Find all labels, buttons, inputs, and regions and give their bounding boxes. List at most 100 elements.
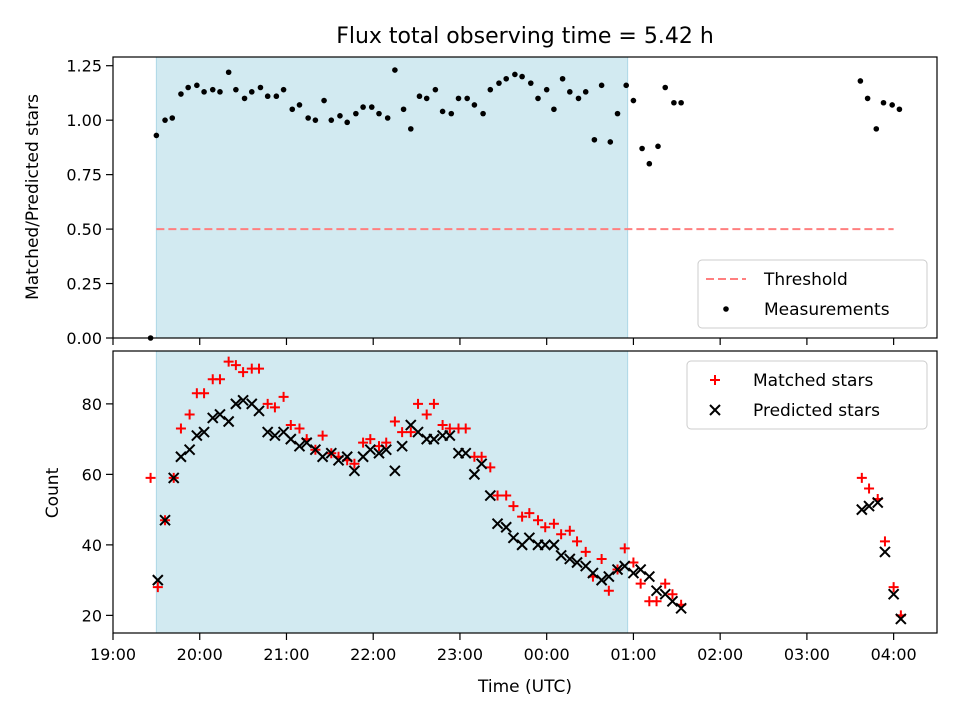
top-axes-frame (112, 56, 938, 339)
predicted-star-point (198, 426, 210, 438)
predicted-star-point (293, 440, 306, 452)
measurement-point (543, 86, 550, 93)
bottom-y-axis-label: Count (43, 467, 63, 518)
measurement-point (296, 102, 303, 108)
predicted-star-point (895, 613, 907, 625)
measurement-point (280, 86, 287, 93)
predicted-star-point (253, 405, 265, 417)
measurement-point (630, 97, 637, 104)
measurement-point (400, 106, 407, 113)
matched-star-point (405, 427, 416, 438)
top-y-tick-label: 0.00 (66, 329, 102, 348)
predicted-star-point (619, 560, 631, 572)
matched-star-point (413, 398, 424, 409)
matched-star-point (572, 536, 583, 547)
matched-star-point (269, 402, 280, 413)
matched-star-point (184, 409, 195, 420)
top-y-tick-label: 0.75 (66, 166, 102, 185)
bottom-series-matched-stars (145, 356, 906, 621)
predicted-star-point (879, 546, 891, 558)
matched-star-point (285, 420, 296, 431)
predicted-star-point (230, 398, 242, 410)
matched-star-point (317, 430, 328, 441)
matched-star-point (389, 416, 400, 427)
measurement-point (464, 95, 470, 102)
measurement-point (376, 110, 382, 117)
predicted-star-point (152, 574, 164, 586)
predicted-star-point (634, 563, 647, 576)
measurement-point (575, 95, 582, 102)
matched-star-point (381, 437, 392, 448)
measurement-point (273, 93, 280, 100)
matched-star-point (152, 582, 163, 593)
measurement-point (384, 115, 391, 121)
matched-star-point (365, 434, 376, 445)
predicted-star-point (214, 408, 226, 421)
measurement-point (678, 99, 684, 106)
predicted-star-point (564, 553, 576, 565)
measurement-point (321, 97, 327, 104)
measurement-point (448, 110, 455, 117)
matched-star-point (635, 578, 646, 589)
matched-star-point (428, 398, 439, 409)
top-series-measurements (147, 67, 903, 341)
predicted-star-point (269, 429, 281, 442)
measurement-point (439, 108, 446, 115)
measurement-point (194, 82, 200, 89)
predicted-star-point (539, 539, 551, 551)
x-tick-label: 00:00 (524, 645, 570, 664)
predicted-star-point (650, 584, 663, 597)
bottom-y-tick-label: 60 (82, 465, 102, 484)
predicted-star-point (468, 468, 481, 481)
predicted-star-point (316, 451, 329, 463)
matched-star-point (879, 536, 890, 547)
bottom-axes-frame (112, 350, 938, 634)
measurement-point (169, 115, 176, 121)
measurement-point (185, 84, 191, 91)
measurement-point (527, 80, 534, 86)
top-y-tick-label: 1.00 (66, 111, 102, 130)
measurement-point (153, 132, 160, 139)
predicted-star-point (428, 433, 440, 445)
matched-star-point (548, 518, 559, 529)
matched-star-point (444, 423, 455, 434)
predicted-star-point (396, 440, 408, 452)
predicted-star-point (523, 532, 536, 544)
x-tick-label: 04:00 (871, 645, 917, 664)
predicted-star-point (168, 472, 180, 484)
measurement-point (896, 106, 903, 113)
chart-title: Flux total observing time = 5.42 h (336, 24, 714, 49)
predicted-star-point (666, 595, 679, 607)
legend-label: Threshold (763, 270, 848, 290)
predicted-star-point (603, 570, 615, 583)
measurement-point (646, 160, 653, 167)
top-observing-window (155, 56, 629, 339)
measurement-point (178, 91, 184, 97)
top-y-tick-label: 1.25 (66, 57, 102, 76)
measurement-point (567, 89, 573, 95)
x-tick-label: 02:00 (697, 645, 743, 664)
matched-star-point (580, 546, 591, 557)
predicted-star-point (183, 443, 196, 456)
legend-marker-matched (710, 375, 720, 385)
predicted-star-point (341, 451, 353, 463)
matched-star-point (278, 391, 289, 402)
measurement-point (248, 89, 255, 95)
measurement-point (392, 67, 398, 73)
predicted-star-point (460, 447, 472, 459)
matched-star-point (421, 409, 432, 420)
predicted-star-point (627, 567, 640, 579)
predicted-star-point (301, 436, 313, 449)
bottom-y-tick-label: 80 (82, 395, 102, 414)
predicted-star-point (571, 556, 583, 569)
x-tick-label: 22:00 (350, 645, 396, 664)
measurement-point (655, 143, 661, 150)
predicted-star-point (348, 465, 361, 477)
measurement-point (337, 113, 343, 119)
measurement-point (407, 126, 414, 132)
matched-star-point (199, 388, 210, 399)
predicted-star-point (675, 602, 687, 615)
measurement-point (512, 71, 518, 78)
measurement-point (582, 89, 589, 95)
predicted-star-point (191, 429, 203, 442)
